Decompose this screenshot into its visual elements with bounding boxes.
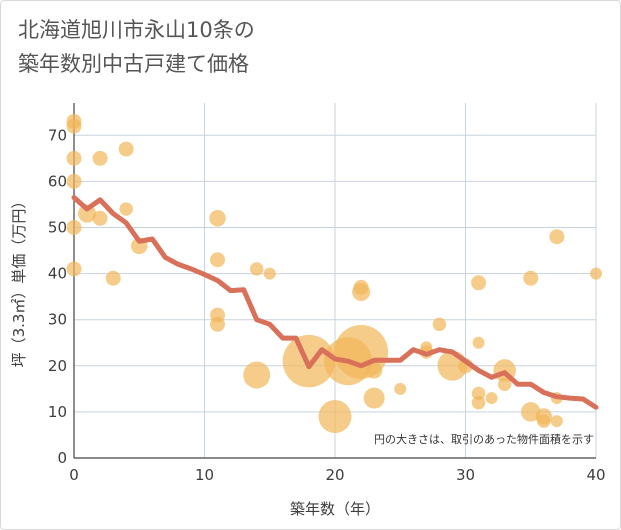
bubble-point [394,382,407,395]
bubble-point [66,173,82,189]
tick-labels: 0 10 20 30 40 50 60 70 0 10 20 30 40 [48,126,606,484]
bubble-point [365,362,383,379]
bubble-point [523,270,539,286]
bubble-point [119,202,133,216]
average-line-series [71,195,599,410]
size-note: 円の大きさは、取引のあった物件面積を示す [374,432,594,446]
bubble-point [363,387,385,409]
bubble-point [590,267,602,280]
bubble-series [66,113,602,434]
bubble-point [105,270,121,286]
bubble-point [243,361,271,389]
x-axis-label: 築年数（年） [290,500,380,518]
chart-title: 北海道旭川市永山10条の 築年数別中古戸建て価格 [18,13,255,81]
y-tick-label: 0 [57,449,67,467]
bubble-point [318,400,352,434]
x-tick-label: 0 [69,466,79,484]
bubble-point [471,386,486,401]
grid-lines [74,103,597,458]
bubble-point [78,204,97,223]
y-tick-label: 30 [48,311,67,329]
bubble-point [92,150,108,166]
bubble-point [210,316,226,332]
bubble-point [432,317,447,332]
bubble-point [209,210,226,227]
bubble-point [249,262,264,276]
x-tick-label: 40 [586,466,605,484]
bubble-point [549,229,565,245]
bubble-point [210,252,226,268]
y-tick-label: 70 [48,126,67,144]
x-tick-label: 10 [195,466,214,484]
bubble-point [550,415,563,428]
bubble-point [472,336,485,349]
y-tick-label: 50 [48,218,67,236]
chart-title-line2: 築年数別中古戸建て価格 [18,52,249,76]
bubble-point [66,150,82,166]
x-tick-label: 20 [325,466,344,484]
bubble-point [66,118,82,134]
y-tick-label: 40 [48,265,67,283]
bubble-point [537,414,551,428]
bubble-point [66,261,82,277]
y-tick-label: 60 [48,172,67,190]
average-line [71,195,599,410]
bubble-point [353,279,369,295]
bubble-point [92,210,108,226]
y-axis-label: 坪（3.3㎡）単価（万円） [10,194,28,368]
bubble-point [263,267,276,280]
bubble-point [66,219,82,235]
x-tick-label: 30 [456,466,475,484]
chart-title-line1: 北海道旭川市永山10条の [18,18,255,42]
y-tick-label: 20 [48,357,67,375]
bubble-point [471,395,486,410]
bubble-point [497,377,512,391]
bubble-point [118,141,134,157]
y-tick-label: 10 [48,403,67,421]
bubble-point [420,341,433,354]
bubble-point [471,275,487,291]
bubble-point [485,392,498,405]
